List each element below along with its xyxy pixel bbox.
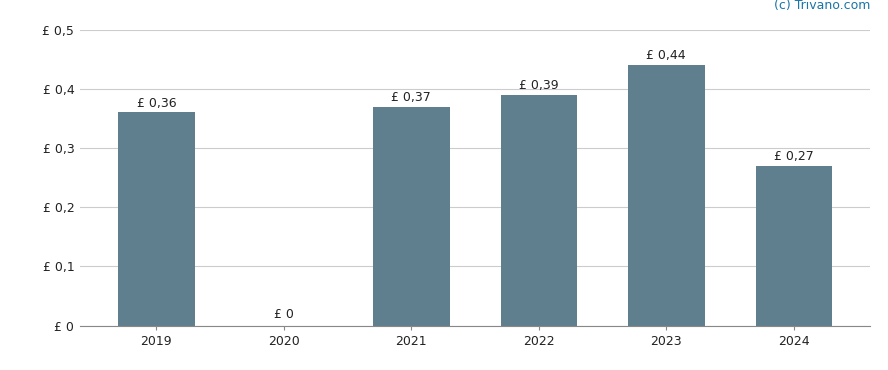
- Bar: [756, 166, 832, 326]
- Bar: [501, 95, 577, 326]
- Text: £ 0: £ 0: [274, 308, 294, 321]
- Bar: [373, 107, 449, 326]
- Text: £ 0,44: £ 0,44: [646, 49, 686, 62]
- Bar: [628, 65, 704, 326]
- Text: £ 0,36: £ 0,36: [137, 97, 176, 110]
- Text: £ 0,37: £ 0,37: [392, 91, 432, 104]
- Bar: [118, 112, 194, 326]
- Text: (c) Trivano.com: (c) Trivano.com: [773, 0, 870, 12]
- Text: £ 0,27: £ 0,27: [773, 150, 813, 163]
- Text: £ 0,39: £ 0,39: [519, 79, 559, 92]
